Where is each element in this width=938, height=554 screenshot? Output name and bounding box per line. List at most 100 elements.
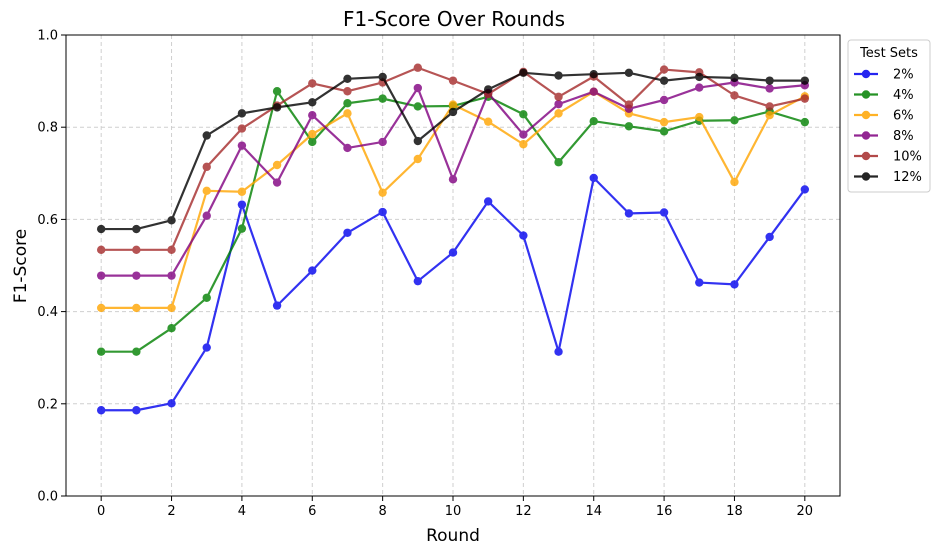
legend-item (854, 172, 878, 181)
data-point (589, 69, 598, 79)
x-tick-label: 14 (585, 504, 602, 519)
data-point (659, 95, 669, 105)
legend-marker (861, 131, 871, 140)
series-layer (96, 63, 810, 415)
data-point (413, 276, 423, 286)
data-point (730, 177, 739, 187)
data-point (413, 83, 423, 93)
data-point (96, 303, 106, 313)
data-point (448, 100, 458, 109)
data-point (659, 117, 669, 127)
legend-label: 12% (893, 170, 922, 185)
x-tick-label: 18 (726, 504, 743, 519)
data-point (659, 76, 669, 85)
data-point (167, 216, 176, 225)
data-point (167, 303, 176, 313)
data-point (800, 76, 810, 85)
data-point (765, 84, 774, 93)
data-point (343, 87, 352, 96)
data-point (202, 211, 211, 220)
data-point (554, 347, 563, 356)
data-point (202, 131, 211, 140)
data-point (167, 271, 176, 280)
data-point (800, 117, 810, 127)
data-point (308, 137, 317, 147)
data-point (554, 158, 563, 167)
data-point (343, 109, 352, 118)
data-point (308, 98, 317, 107)
x-tick-label: 12 (515, 504, 532, 519)
legend-marker (861, 151, 871, 161)
x-tick-label: 20 (797, 504, 814, 519)
data-point (343, 99, 352, 108)
data-point (132, 224, 141, 234)
data-point (589, 87, 598, 96)
legend-marker (861, 90, 871, 99)
y-axis: 0.0 0.2 0.4 0.6 0.8 1.0 (37, 29, 66, 505)
data-point (730, 73, 739, 83)
data-point (413, 63, 423, 72)
x-tick-label: 8 (378, 504, 386, 519)
x-tick-label: 10 (445, 504, 462, 519)
data-point (624, 122, 634, 131)
series-0 (96, 173, 810, 415)
data-point (167, 399, 176, 408)
data-point (343, 143, 352, 153)
data-point (308, 79, 317, 88)
data-point (132, 271, 141, 280)
data-point (519, 140, 528, 149)
x-tick-label: 16 (656, 504, 673, 519)
data-point (659, 208, 669, 217)
data-point (483, 197, 493, 206)
data-point (448, 76, 458, 85)
legend-item (854, 69, 878, 79)
data-point (167, 245, 176, 255)
data-point (800, 185, 810, 194)
data-point (378, 72, 387, 82)
data-point (96, 271, 106, 280)
data-point (765, 232, 774, 242)
data-point (554, 92, 563, 101)
data-point (132, 347, 141, 356)
data-point (202, 186, 211, 196)
data-point (695, 112, 704, 122)
legend: Test Sets 2% 4% 6% 8% 10% 12% (847, 39, 931, 193)
data-point (695, 72, 704, 82)
legend-label: 4% (893, 88, 914, 103)
series-4 (96, 63, 810, 255)
x-axis-label: Round (426, 526, 480, 546)
data-point (132, 245, 141, 255)
y-tick-label: 0.4 (37, 305, 58, 320)
data-point (237, 200, 247, 209)
data-point (483, 85, 493, 94)
data-point (272, 160, 282, 170)
data-point (589, 173, 598, 183)
data-point (554, 71, 563, 80)
data-point (202, 162, 211, 172)
data-point (413, 154, 423, 164)
data-point (624, 68, 634, 78)
data-point (519, 68, 528, 78)
x-tick-label: 4 (238, 504, 246, 519)
data-point (659, 65, 669, 74)
data-point (308, 111, 317, 120)
data-point (554, 99, 563, 109)
data-point (730, 280, 739, 289)
x-tick-label: 0 (97, 504, 105, 519)
data-point (167, 323, 176, 333)
data-point (765, 76, 774, 85)
data-point (695, 278, 704, 287)
legend-item (854, 90, 878, 99)
chart-title: F1-Score Over Rounds (343, 7, 565, 31)
legend-label: 2% (893, 68, 914, 83)
legend-item (854, 131, 878, 140)
data-point (448, 248, 458, 257)
y-tick-label: 0.8 (37, 121, 58, 136)
data-point (237, 187, 247, 196)
y-axis-label: F1-Score (11, 229, 31, 303)
data-point (519, 130, 528, 139)
data-point (272, 103, 282, 112)
legend-marker (861, 69, 871, 79)
